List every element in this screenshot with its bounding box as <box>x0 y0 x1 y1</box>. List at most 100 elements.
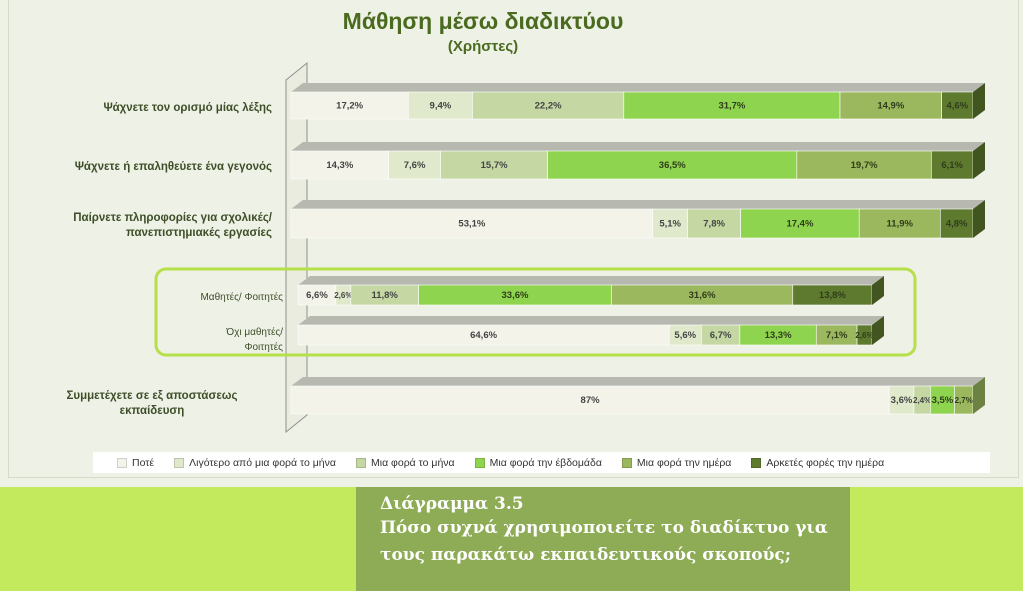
data-label-2-1: 5,1% <box>659 219 681 230</box>
caption-number: Διάγραμμα 3.5 <box>380 494 524 514</box>
bar-segment-1-2 <box>440 150 548 180</box>
chart-subtitle: (Χρήστες) <box>447 38 519 55</box>
bar-segment-5-1 <box>888 385 915 415</box>
data-label-5-1: 3,6% <box>891 395 913 406</box>
data-label-3-1: 2,6% <box>334 291 352 300</box>
legend-label: Μια φορά την ημέρα <box>636 456 732 469</box>
bar-segment-0-3 <box>623 91 841 120</box>
data-label-1-5: 6,1% <box>941 160 963 171</box>
data-label-5-4: 2,7% <box>955 396 973 405</box>
bar-top-face <box>291 200 985 209</box>
legend-item-2: Μια φορά το μήνα <box>355 456 455 469</box>
data-label-0-1: 9,4% <box>430 101 452 112</box>
bar-row-1: 14,3% 7,6% 15,7% 36,5% 19,7% 6,1% <box>290 142 985 180</box>
legend-swatch <box>751 457 762 468</box>
category-label-1: Ψάχνετε ή επαληθεύετε ένα γεγονός <box>74 161 272 173</box>
data-label-4-0: 64,6% <box>470 330 497 341</box>
legend-swatch <box>174 457 185 468</box>
data-label-3-2: 11,8% <box>371 290 398 301</box>
bar-row-2: 53,1% 5,1% 7,8% 17,4% 11,9% 4,8% <box>290 200 985 239</box>
bar-top-face <box>298 276 884 285</box>
caption-text: Πόσο συχνά χρησιμοποιείτε το διαδίκτυο γ… <box>380 518 828 565</box>
data-label-5-0: 87% <box>581 395 601 406</box>
bar-top-face <box>298 316 884 325</box>
data-label-3-5: 13,8% <box>819 290 846 301</box>
bar-row-0: 17,2% 9,4% 22,2% 31,7% 14,9% 4,6% <box>290 83 985 120</box>
data-label-0-3: 31,7% <box>718 101 745 112</box>
data-label-1-2: 15,7% <box>481 160 508 171</box>
data-label-4-2: 6,7% <box>710 330 732 341</box>
bar-segment-2-2 <box>687 208 741 239</box>
bar-segment-0-5 <box>941 91 974 120</box>
data-label-0-5: 4,6% <box>946 101 968 112</box>
data-label-1-3: 36,5% <box>659 160 686 171</box>
bar-side-face <box>872 276 884 305</box>
data-label-3-4: 31,6% <box>689 290 716 301</box>
bar-side-face <box>872 316 884 345</box>
bar-side-face <box>973 142 985 179</box>
legend-item-5: Αρκετές φορές την ημέρα <box>751 457 884 469</box>
data-label-2-5: 4,8% <box>946 219 968 230</box>
highlight-box <box>154 267 917 357</box>
legend-label: Ποτέ <box>132 456 155 469</box>
data-label-0-4: 14,9% <box>877 101 904 112</box>
data-label-2-3: 17,4% <box>786 219 813 230</box>
data-label-2-2: 7,8% <box>703 219 725 230</box>
data-label-1-0: 14,3% <box>326 160 353 171</box>
bars-plot: 17,2% 9,4% 22,2% 31,7% 14,9% 4,6% 14,3% 7,6% 15,… <box>154 61 985 434</box>
bar-segment-0-4 <box>839 91 942 120</box>
legend-label: Αρκετές φορές την ημέρα <box>766 456 885 469</box>
bar-side-face <box>973 377 985 414</box>
legend-swatch <box>474 457 485 468</box>
bar-top-face <box>291 83 985 92</box>
data-label-4-3: 13,3% <box>765 330 792 341</box>
legend-item-3: Μια φορά την έβδομάδα <box>474 457 602 469</box>
data-label-0-2: 22,2% <box>535 101 562 112</box>
bar-row-3: 6,6% 2,6% 11,8% 33,6% 31,6% 13,8% <box>297 276 884 306</box>
chart-area: Μάθηση μέσω διαδικτύου (Χρήστες) 17,2% 9,… <box>0 0 1023 487</box>
bar-segment-2-0 <box>290 208 654 239</box>
data-label-4-5: 2,6% <box>855 331 873 340</box>
category-label-4: Όχι μαθητές/ Φοιτητές <box>226 327 283 353</box>
category-label-5: Συμμετέχετε σε εξ αποστάσεως εκπαίδευση <box>66 390 238 417</box>
data-label-3-3: 33,6% <box>502 290 529 301</box>
bar-row-4: 64,6% 5,6% 6,7% 13,3% 7,1% 2,6% <box>297 316 884 346</box>
data-label-2-4: 11,9% <box>887 219 914 230</box>
bar-segment-5-3 <box>930 385 955 415</box>
bar-top-face <box>291 377 985 386</box>
data-label-3-0: 6,6% <box>306 290 328 301</box>
legend-label: Λιγότερο από μια φορά το μήνα <box>189 456 336 469</box>
bar-segment-2-3 <box>740 208 860 239</box>
data-label-5-2: 2,4% <box>913 396 931 405</box>
category-label-3: Μαθητές/ Φοιτητές <box>200 292 283 303</box>
bar-segment-2-1 <box>652 208 688 239</box>
bar-side-face <box>973 200 985 238</box>
legend: Ποτέ Λιγότερο από μια φορά το μήνα Μια φορ… <box>93 452 990 473</box>
bar-side-face <box>973 83 985 119</box>
legend-swatch <box>355 457 366 468</box>
legend-item-4: Μια φορά την ημέρα <box>621 456 732 469</box>
bar-row-5: 87% 3,6% 2,4% 3,5% 2,7% <box>290 377 985 415</box>
category-label-0: Ψάχνετε τον ορισμό μίας λέξης <box>103 102 273 114</box>
data-label-4-1: 5,6% <box>674 330 696 341</box>
legend-item-0: Ποτέ <box>117 457 154 469</box>
data-label-1-4: 19,7% <box>851 160 878 171</box>
legend-swatch <box>621 457 632 468</box>
bar-segment-1-3 <box>547 150 798 180</box>
data-label-4-4: 7,1% <box>826 330 848 341</box>
legend-label: Μια φορά το μήνα <box>370 456 455 469</box>
bar-segment-5-0 <box>290 385 890 415</box>
data-label-2-0: 53,1% <box>458 219 485 230</box>
data-label-5-3: 3,5% <box>932 395 954 406</box>
data-label-0-0: 17,2% <box>336 101 363 112</box>
caption-box: Διάγραμμα 3.5 Πόσο συχνά χρησιμοποιείτε … <box>356 487 850 591</box>
legend-item-1: Λιγότερο από μια φορά το μήνα <box>174 457 336 469</box>
category-label-2: Παίρνετε πληροφορίες για σχολικές/ πανεπ… <box>73 212 272 239</box>
legend-swatch <box>117 457 127 468</box>
data-label-1-1: 7,6% <box>404 160 426 171</box>
bar-segment-1-4 <box>796 150 932 180</box>
bar-segment-2-5 <box>939 208 974 239</box>
chart-border <box>8 0 1019 478</box>
bar-top-face <box>291 142 985 151</box>
chart-title: Μάθηση μέσω διαδικτύου <box>342 8 624 34</box>
